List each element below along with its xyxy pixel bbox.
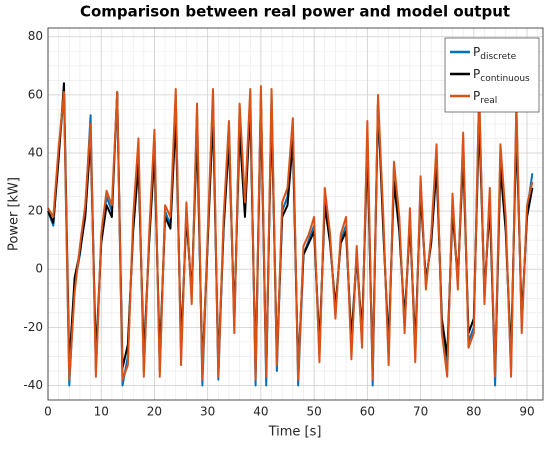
x-tick-label: 90 <box>519 405 534 419</box>
x-tick-label: 10 <box>94 405 109 419</box>
x-tick-label: 80 <box>466 405 481 419</box>
x-tick-label: 0 <box>44 405 52 419</box>
y-tick-label: 60 <box>28 87 43 101</box>
series-line <box>47 85 534 381</box>
x-axis-label: Time [s] <box>268 425 322 440</box>
y-tick-label: 0 <box>35 262 43 276</box>
x-tick-label: 40 <box>253 405 268 419</box>
y-tick-label: 20 <box>28 204 43 218</box>
x-tick-label: 30 <box>200 405 215 419</box>
y-tick-label: -40 <box>23 378 43 392</box>
x-tick-label: 60 <box>360 405 375 419</box>
plot-frame <box>47 27 544 401</box>
x-tick-label: 20 <box>147 405 162 419</box>
y-axis-label: Power [kW] <box>7 177 22 251</box>
legend-label: Preal <box>473 89 497 106</box>
chart-title: Comparison between real power and model … <box>80 3 510 21</box>
legend-label: Pcontinuous <box>473 67 530 84</box>
x-tick-label: 50 <box>306 405 321 419</box>
y-tick-label: 40 <box>28 145 43 159</box>
legend-label: Pdiscrete <box>473 45 517 62</box>
y-tick-label: -20 <box>23 320 43 334</box>
y-tick-label: 80 <box>28 29 43 43</box>
x-tick-label: 70 <box>413 405 428 419</box>
